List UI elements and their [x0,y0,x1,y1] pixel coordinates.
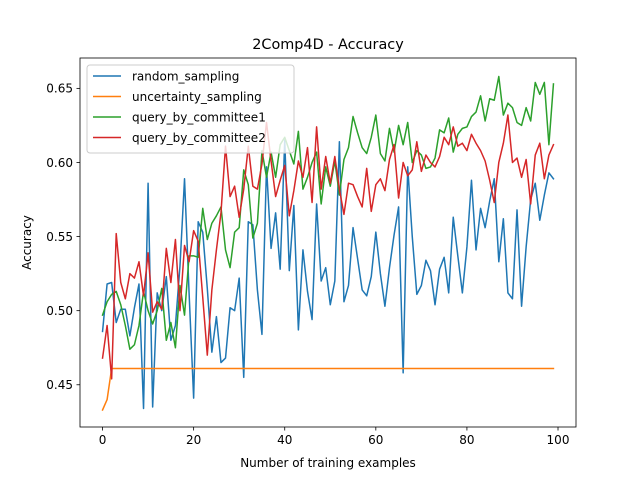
series-line-query_by_committee2 [101,114,555,380]
legend: random_sampling uncertainty_samplingquery… [86,64,295,154]
y-tick-label: 0.45 [46,378,73,392]
legend-label-query_by_committee1: query_by_committee1 [132,110,266,124]
y-tick-label: 0.50 [46,304,73,318]
series-layer [101,75,555,411]
x-tick-label: 100 [547,433,570,447]
x-tick-label: 20 [186,433,201,447]
y-tick-label: 0.55 [46,230,73,244]
legend-label-query_by_committee2: query_by_committee2 [132,131,266,145]
chart-title: 2Comp4D - Accuracy [252,37,404,53]
legend-box [86,64,295,154]
x-tick-label: 0 [99,433,107,447]
x-tick-label: 40 [277,433,292,447]
series-line-query_by_committee1 [101,75,555,350]
series-line-uncertainty_sampling [101,367,555,411]
x-tick-label: 60 [368,433,383,447]
series-line-random_sampling [101,139,555,410]
x-axis: 0 20 40 60 80 100 [99,427,570,447]
y-tick-label: 0.65 [46,82,73,96]
legend-label-random_sampling: random_sampling [132,69,239,83]
y-axis-label: Accuracy [20,215,34,270]
y-tick-label: 0.60 [46,156,73,170]
x-axis-label: Number of training examples [240,456,416,470]
legend-label-uncertainty_sampling: uncertainty_sampling [132,90,262,104]
plot-area-frame [79,57,577,428]
x-tick-label: 80 [459,433,474,447]
y-axis: 0.45 0.50 0.55 0.60 0.65 [46,82,80,392]
